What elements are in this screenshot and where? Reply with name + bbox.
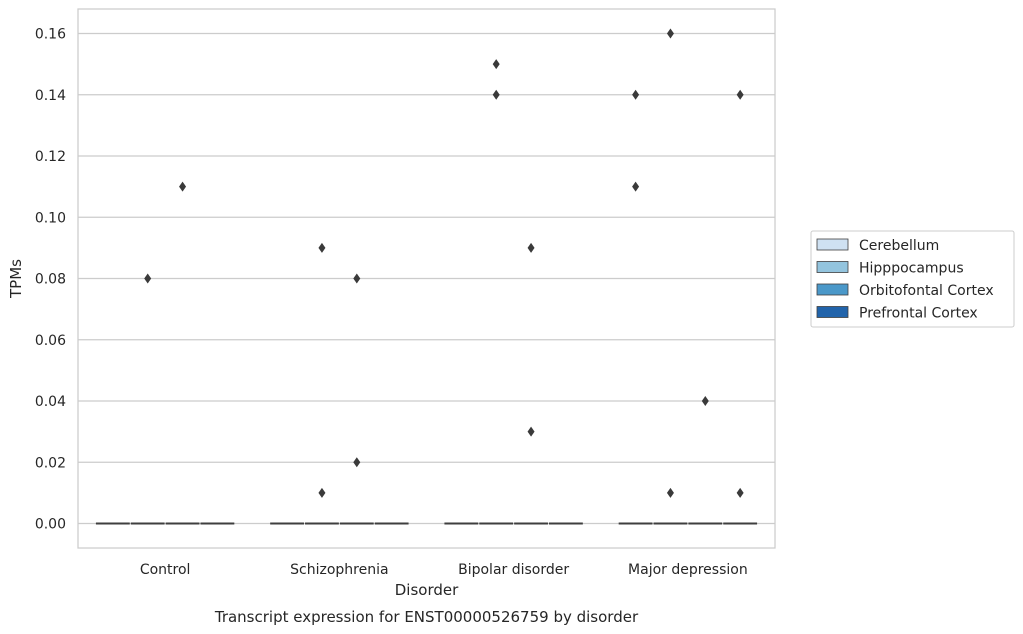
boxes	[95, 522, 758, 525]
x-axis-title: Disorder	[395, 581, 459, 599]
outlier-point	[666, 28, 674, 39]
outlier-point	[318, 487, 326, 498]
outlier-point	[527, 242, 535, 253]
legend-label: Hipppocampus	[859, 261, 964, 277]
legend-swatch	[816, 283, 849, 296]
y-tick-label: 0.08	[35, 272, 66, 288]
legend: Cerebellum Hipppocampus Orbitofontal Corte…	[810, 230, 1015, 328]
y-tick-label: 0.06	[35, 333, 66, 349]
outlier-point	[666, 487, 674, 498]
outlier-point	[353, 457, 361, 468]
gridlines	[78, 32, 775, 525]
outlier-points	[144, 28, 744, 498]
outlier-point	[632, 89, 640, 100]
legend-swatch	[816, 238, 849, 251]
plot-frame	[77, 8, 776, 549]
legend-swatch	[816, 306, 849, 318]
legend-swatch	[816, 261, 849, 273]
y-tick-label: 0.14	[35, 88, 66, 104]
legend-label: Prefrontal Cortex	[859, 306, 978, 322]
legend-frame	[810, 230, 1015, 328]
outlier-point	[527, 426, 535, 437]
x-tick-label: Major depression	[628, 562, 748, 578]
outlier-point	[179, 181, 187, 192]
outlier-point	[353, 273, 361, 284]
legend-label: Orbitofontal Cortex	[859, 283, 994, 299]
x-tick-label: Schizophrenia	[290, 562, 388, 578]
outlier-point	[736, 487, 744, 498]
chart-caption: Transcript expression for ENST0000052675…	[214, 608, 639, 626]
outlier-point	[144, 273, 152, 284]
x-tick-label: Bipolar disorder	[458, 562, 569, 578]
y-tick-labels: 0.00 0.02 0.04 0.06 0.08 0.10 0.12 0.14 0.16	[35, 27, 66, 533]
x-tick-label: Control	[140, 562, 191, 578]
outlier-point	[492, 59, 500, 70]
y-tick-label: 0.04	[35, 394, 66, 410]
y-tick-label: 0.16	[35, 27, 66, 43]
outlier-point	[492, 89, 500, 100]
legend-label: Cerebellum	[859, 238, 939, 254]
x-tick-labels: Control Schizophrenia Bipolar disorder Majo…	[140, 562, 748, 578]
outlier-point	[632, 181, 640, 192]
y-tick-label: 0.00	[35, 517, 66, 533]
y-axis-title: TPMs	[7, 259, 25, 299]
y-tick-label: 0.10	[35, 210, 66, 226]
outlier-point	[736, 89, 744, 100]
y-tick-label: 0.12	[35, 149, 66, 165]
outlier-point	[701, 396, 709, 406]
outlier-point	[318, 242, 326, 253]
y-tick-label: 0.02	[35, 455, 66, 471]
